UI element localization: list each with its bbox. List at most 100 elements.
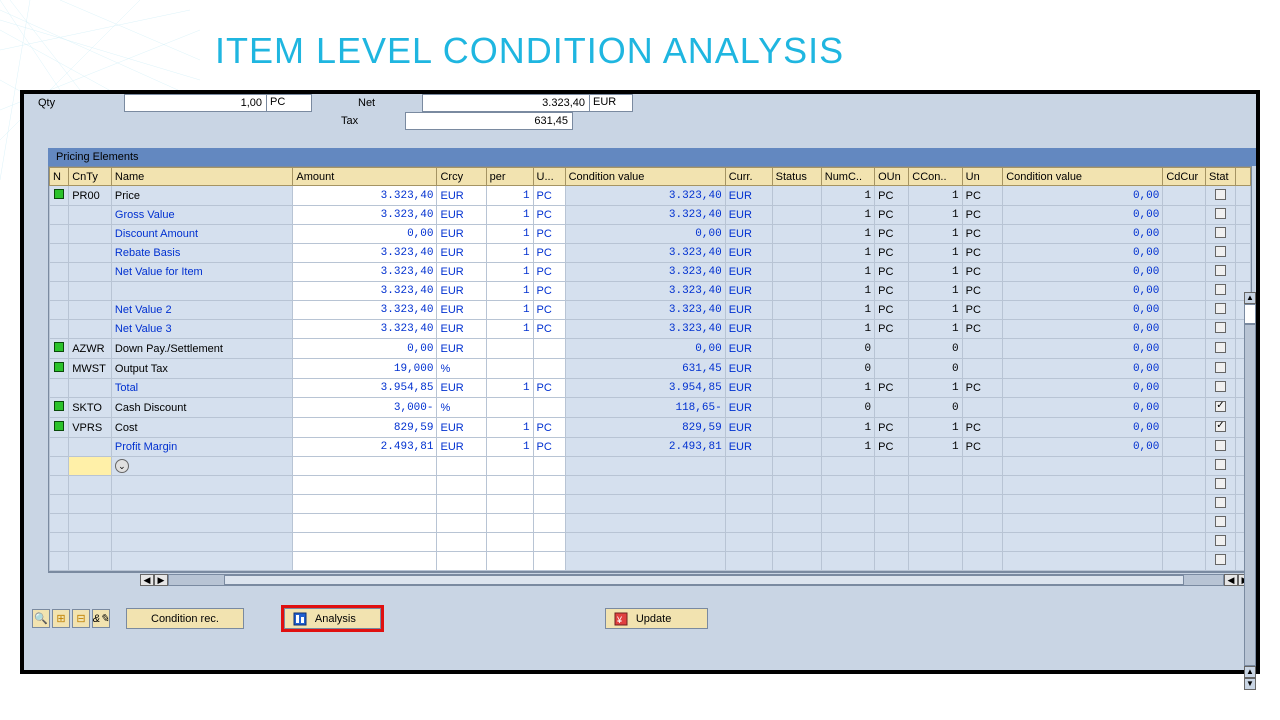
analysis-button[interactable]: Analysis — [284, 608, 381, 629]
delete-row-icon[interactable]: ⊟ — [72, 609, 90, 628]
table-row[interactable]: VPRSCost829,59EUR1PC829,59EUR1PC1PC0,00 — [50, 418, 1251, 438]
col-un[interactable]: Un — [962, 168, 1003, 186]
stat-checkbox[interactable] — [1215, 322, 1226, 333]
condvalue-cell: 2.493,81 — [565, 438, 725, 457]
input-cell[interactable] — [962, 457, 1003, 476]
stat-checkbox[interactable] — [1215, 362, 1226, 373]
stat-checkbox[interactable] — [1215, 440, 1226, 451]
empty-cell — [69, 552, 112, 571]
new-entry-row[interactable]: ⌄ — [50, 457, 1251, 476]
empty-cell — [1003, 476, 1163, 495]
col-u-[interactable]: U... — [533, 168, 565, 186]
oun-cell: PC — [875, 438, 909, 457]
condvalue-cell: 631,45 — [565, 359, 725, 379]
table-row[interactable]: Net Value 23.323,40EUR1PC3.323,40EUR1PC1… — [50, 301, 1251, 320]
find-icon[interactable]: 🔍 — [32, 609, 50, 628]
col-numc-[interactable]: NumC.. — [821, 168, 874, 186]
table-row[interactable]: Gross Value3.323,40EUR1PC3.323,40EUR1PC1… — [50, 206, 1251, 225]
input-cell[interactable] — [69, 457, 112, 476]
qty-input[interactable] — [124, 94, 267, 112]
input-cell[interactable] — [486, 457, 533, 476]
table-row[interactable]: Net Value for Item3.323,40EUR1PC3.323,40… — [50, 263, 1251, 282]
col-condition-value[interactable]: Condition value — [1003, 168, 1163, 186]
empty-cell — [50, 495, 69, 514]
table-row[interactable]: Discount Amount0,00EUR1PC0,00EUR1PC1PC0,… — [50, 225, 1251, 244]
input-cell[interactable] — [875, 457, 909, 476]
col-oun[interactable]: OUn — [875, 168, 909, 186]
scroll-thumb[interactable] — [224, 575, 1184, 585]
insert-row-icon[interactable]: ⊞ — [52, 609, 70, 628]
table-row[interactable]: AZWRDown Pay./Settlement0,00EUR0,00EUR00… — [50, 339, 1251, 359]
col-per[interactable]: per — [486, 168, 533, 186]
scroll-left-btn[interactable]: ◀ — [140, 574, 154, 586]
stat-checkbox[interactable] — [1215, 381, 1226, 392]
col-config[interactable] — [1235, 168, 1250, 186]
condition-detail-icon[interactable]: &✎ — [92, 609, 110, 628]
input-cell[interactable] — [821, 457, 874, 476]
net-input[interactable] — [422, 94, 590, 112]
col-condition-value[interactable]: Condition value — [565, 168, 725, 186]
table-row[interactable]: SKTOCash Discount3,000-%118,65-EUR000,00 — [50, 398, 1251, 418]
col-status[interactable]: Status — [772, 168, 821, 186]
stat-checkbox[interactable] — [1215, 421, 1226, 432]
ccon-cell: 1 — [909, 320, 962, 339]
input-cell[interactable] — [293, 457, 437, 476]
table-row[interactable]: Rebate Basis3.323,40EUR1PC3.323,40EUR1PC… — [50, 244, 1251, 263]
col-name[interactable]: Name — [111, 168, 292, 186]
stat-cell — [1206, 320, 1236, 339]
table-row[interactable]: Total3.954,85EUR1PC3.954,85EUR1PC1PC0,00 — [50, 379, 1251, 398]
stat-checkbox[interactable] — [1215, 284, 1226, 295]
input-cell[interactable] — [772, 457, 821, 476]
tax-input[interactable] — [405, 112, 573, 130]
col-crcy[interactable]: Crcy — [437, 168, 486, 186]
vscroll-down[interactable]: ▼ — [1244, 678, 1256, 690]
input-cell[interactable] — [437, 457, 486, 476]
stat-checkbox[interactable] — [1215, 208, 1226, 219]
col-cdcur[interactable]: CdCur — [1163, 168, 1206, 186]
stat-checkbox[interactable] — [1215, 303, 1226, 314]
uom-cell — [533, 398, 565, 418]
input-cell[interactable] — [1206, 457, 1236, 476]
input-cell[interactable] — [533, 457, 565, 476]
input-cell[interactable] — [725, 457, 772, 476]
stat-checkbox[interactable] — [1215, 342, 1226, 353]
col-n[interactable]: N — [50, 168, 69, 186]
name-cell: Gross Value — [111, 206, 292, 225]
stat-checkbox[interactable] — [1215, 265, 1226, 276]
vscroll-up[interactable]: ▲ — [1244, 292, 1256, 304]
condition-rec-button[interactable]: Condition rec. — [126, 608, 244, 629]
value-help-icon[interactable]: ⌄ — [115, 459, 129, 473]
table-row[interactable]: 3.323,40EUR1PC3.323,40EUR1PC1PC0,00 — [50, 282, 1251, 301]
table-row[interactable]: MWSTOutput Tax19,000%631,45EUR000,00 — [50, 359, 1251, 379]
col-cnty[interactable]: CnTy — [69, 168, 112, 186]
col-ccon-[interactable]: CCon.. — [909, 168, 962, 186]
scroll-right-btn[interactable]: ▶ — [154, 574, 168, 586]
col-curr-[interactable]: Curr. — [725, 168, 772, 186]
table-row[interactable]: Profit Margin2.493,81EUR1PC2.493,81EUR1P… — [50, 438, 1251, 457]
col-amount[interactable]: Amount — [293, 168, 437, 186]
stat-checkbox[interactable] — [1215, 189, 1226, 200]
stat-checkbox[interactable] — [1215, 401, 1226, 412]
cnty-cell — [69, 320, 112, 339]
input-cell[interactable] — [1163, 457, 1206, 476]
cnty-cell: SKTO — [69, 398, 112, 418]
stat-checkbox[interactable] — [1215, 227, 1226, 238]
vertical-scrollbar[interactable]: ▲ ▲ ▼ — [1244, 292, 1256, 688]
stat-checkbox[interactable] — [1215, 246, 1226, 257]
input-cell[interactable] — [909, 457, 962, 476]
scroll-left-end-btn[interactable]: ◀ — [1224, 574, 1238, 586]
input-cell[interactable] — [565, 457, 725, 476]
horizontal-scrollbar[interactable]: ◀ ▶ ◀ ▶ — [48, 572, 1252, 586]
input-cell[interactable] — [1003, 457, 1163, 476]
stat-checkbox — [1215, 516, 1226, 527]
col-stat[interactable]: Stat — [1206, 168, 1236, 186]
stat-checkbox[interactable] — [1215, 459, 1226, 470]
update-button[interactable]: ¥ Update — [605, 608, 708, 629]
table-row[interactable]: PR00Price3.323,40EUR1PC3.323,40EUR1PC1PC… — [50, 186, 1251, 206]
input-cell[interactable]: ⌄ — [111, 457, 292, 476]
condvalue2-cell: 0,00 — [1003, 282, 1163, 301]
table-row[interactable]: Net Value 33.323,40EUR1PC3.323,40EUR1PC1… — [50, 320, 1251, 339]
input-cell[interactable] — [50, 457, 69, 476]
vscroll-up2[interactable]: ▲ — [1244, 666, 1256, 678]
cnty-cell: AZWR — [69, 339, 112, 359]
